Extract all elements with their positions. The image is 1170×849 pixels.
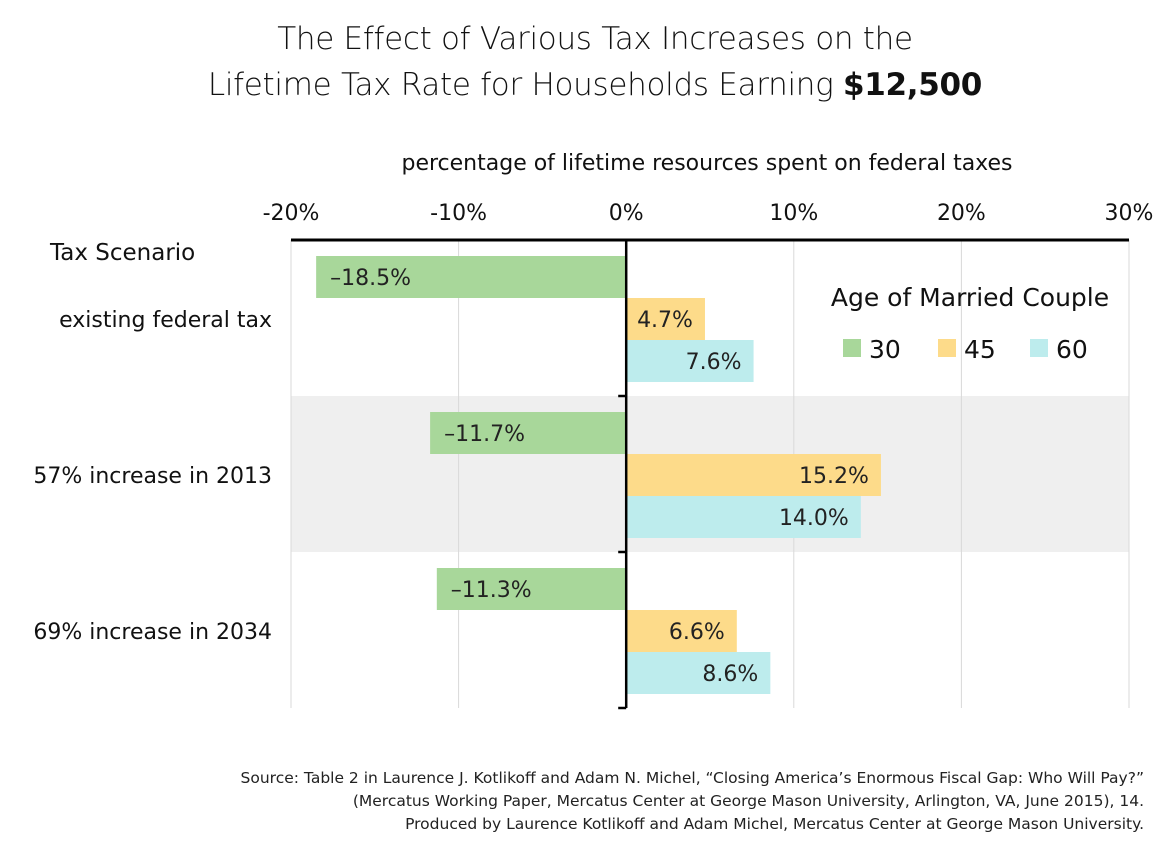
bar-2-2	[626, 652, 771, 694]
bars	[316, 256, 881, 694]
category-label-1: 57% increase in 2013	[33, 464, 272, 489]
chart-title: The Effect of Various Tax Increases on t…	[0, 16, 1170, 108]
x-tick-label-1: -10%	[430, 201, 487, 226]
gridlines	[290, 240, 1130, 708]
bar-1-2	[626, 496, 861, 538]
source-line-3: Produced by Laurence Kotlikoff and Adam …	[405, 815, 1144, 833]
bar-2-0	[436, 568, 627, 610]
x-tick-label-4: 20%	[937, 201, 986, 226]
bar-0-1	[626, 298, 705, 340]
title-line-2-text: Lifetime Tax Rate for Households Earning	[207, 67, 843, 103]
legend-swatch-1	[938, 339, 956, 357]
legend-title: Age of Married Couple	[831, 283, 1109, 312]
legend-swatch-2	[1030, 339, 1048, 357]
bar-1-1	[626, 454, 881, 496]
source-line-2: (Mercatus Working Paper, Mercatus Center…	[352, 792, 1144, 810]
source-note: Source: Table 2 in Laurence J. Kotlikoff…	[241, 767, 1144, 836]
title-line-1: The Effect of Various Tax Increases on t…	[277, 21, 913, 57]
data-label-0-1: 4.7%	[637, 308, 693, 333]
legend-swatch-0	[843, 339, 861, 357]
bar-0-0	[316, 256, 627, 298]
legend-label-2: 60	[1056, 335, 1088, 364]
bar-1-0	[430, 412, 627, 454]
data-label-1-2: 14.0%	[779, 506, 849, 531]
legend-label-0: 30	[869, 335, 901, 364]
data-label-1-0: –11.7%	[444, 422, 525, 447]
labels: –18.5% 4.7% 7.6% existing federal tax –11.7%…	[33, 151, 1153, 687]
x-tick-label-0: -20%	[263, 201, 320, 226]
x-tick-label-5: 30%	[1105, 201, 1154, 226]
data-label-2-2: 8.6%	[702, 662, 758, 687]
data-label-1-1: 15.2%	[799, 464, 869, 489]
data-label-0-2: 7.6%	[686, 350, 742, 375]
x-tick-label-3: 10%	[769, 201, 818, 226]
x-axis-title: percentage of lifetime resources spent o…	[401, 151, 1012, 176]
category-label-0: existing federal tax	[59, 308, 272, 333]
category-label-2: 69% increase in 2034	[33, 620, 272, 645]
source-line-1: Source: Table 2 in Laurence J. Kotlikoff…	[240, 769, 1144, 787]
data-label-2-1: 6.6%	[669, 620, 725, 645]
data-label-2-0: –11.3%	[451, 578, 532, 603]
legend-label-1: 45	[964, 335, 996, 364]
legend: Age of Married Couple 30 45 60	[831, 283, 1109, 364]
bar-2-1	[626, 610, 737, 652]
data-label-0-0: –18.5%	[330, 266, 411, 291]
bar-chart: –18.5% 4.7% 7.6% existing federal tax –11.7%…	[33, 151, 1153, 710]
title-line-2: Lifetime Tax Rate for Households Earning…	[0, 62, 1170, 108]
x-tick-label-2: 0%	[609, 201, 644, 226]
bar-0-2	[626, 340, 754, 382]
title-income-amount: $12,500	[842, 67, 983, 103]
y-axis-title: Tax Scenario	[49, 240, 195, 266]
axes	[291, 238, 1129, 710]
